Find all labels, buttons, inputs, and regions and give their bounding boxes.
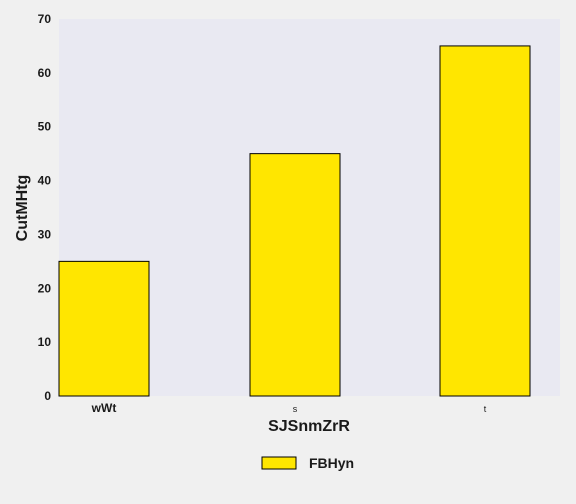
y-tick-label: 30 — [38, 227, 52, 241]
x-axis-ticks: wWt s t — [91, 401, 487, 415]
bar — [58, 260, 150, 397]
y-tick-label: 20 — [38, 281, 52, 295]
y-tick-label: 10 — [38, 335, 52, 349]
legend-swatch — [261, 456, 297, 470]
y-tick-label: 50 — [38, 120, 52, 134]
bar-group — [58, 45, 531, 397]
bar — [249, 153, 341, 397]
x-tick-label: s — [293, 404, 298, 414]
bar — [439, 45, 531, 397]
y-tick-label: 40 — [38, 174, 52, 188]
y-tick-label: 60 — [38, 66, 52, 80]
x-tick-label: t — [484, 404, 487, 414]
y-tick-label: 70 — [38, 12, 52, 26]
legend: FBHyn — [261, 455, 354, 471]
y-axis-ticks: 0 10 20 30 40 50 60 70 — [38, 12, 52, 403]
x-axis-title: SJSnmZrR — [268, 418, 350, 435]
x-tick-label: wWt — [91, 401, 117, 415]
y-tick-label: 0 — [44, 389, 51, 403]
y-axis-title: CutMHtg — [14, 175, 31, 242]
legend-label: FBHyn — [309, 455, 354, 471]
